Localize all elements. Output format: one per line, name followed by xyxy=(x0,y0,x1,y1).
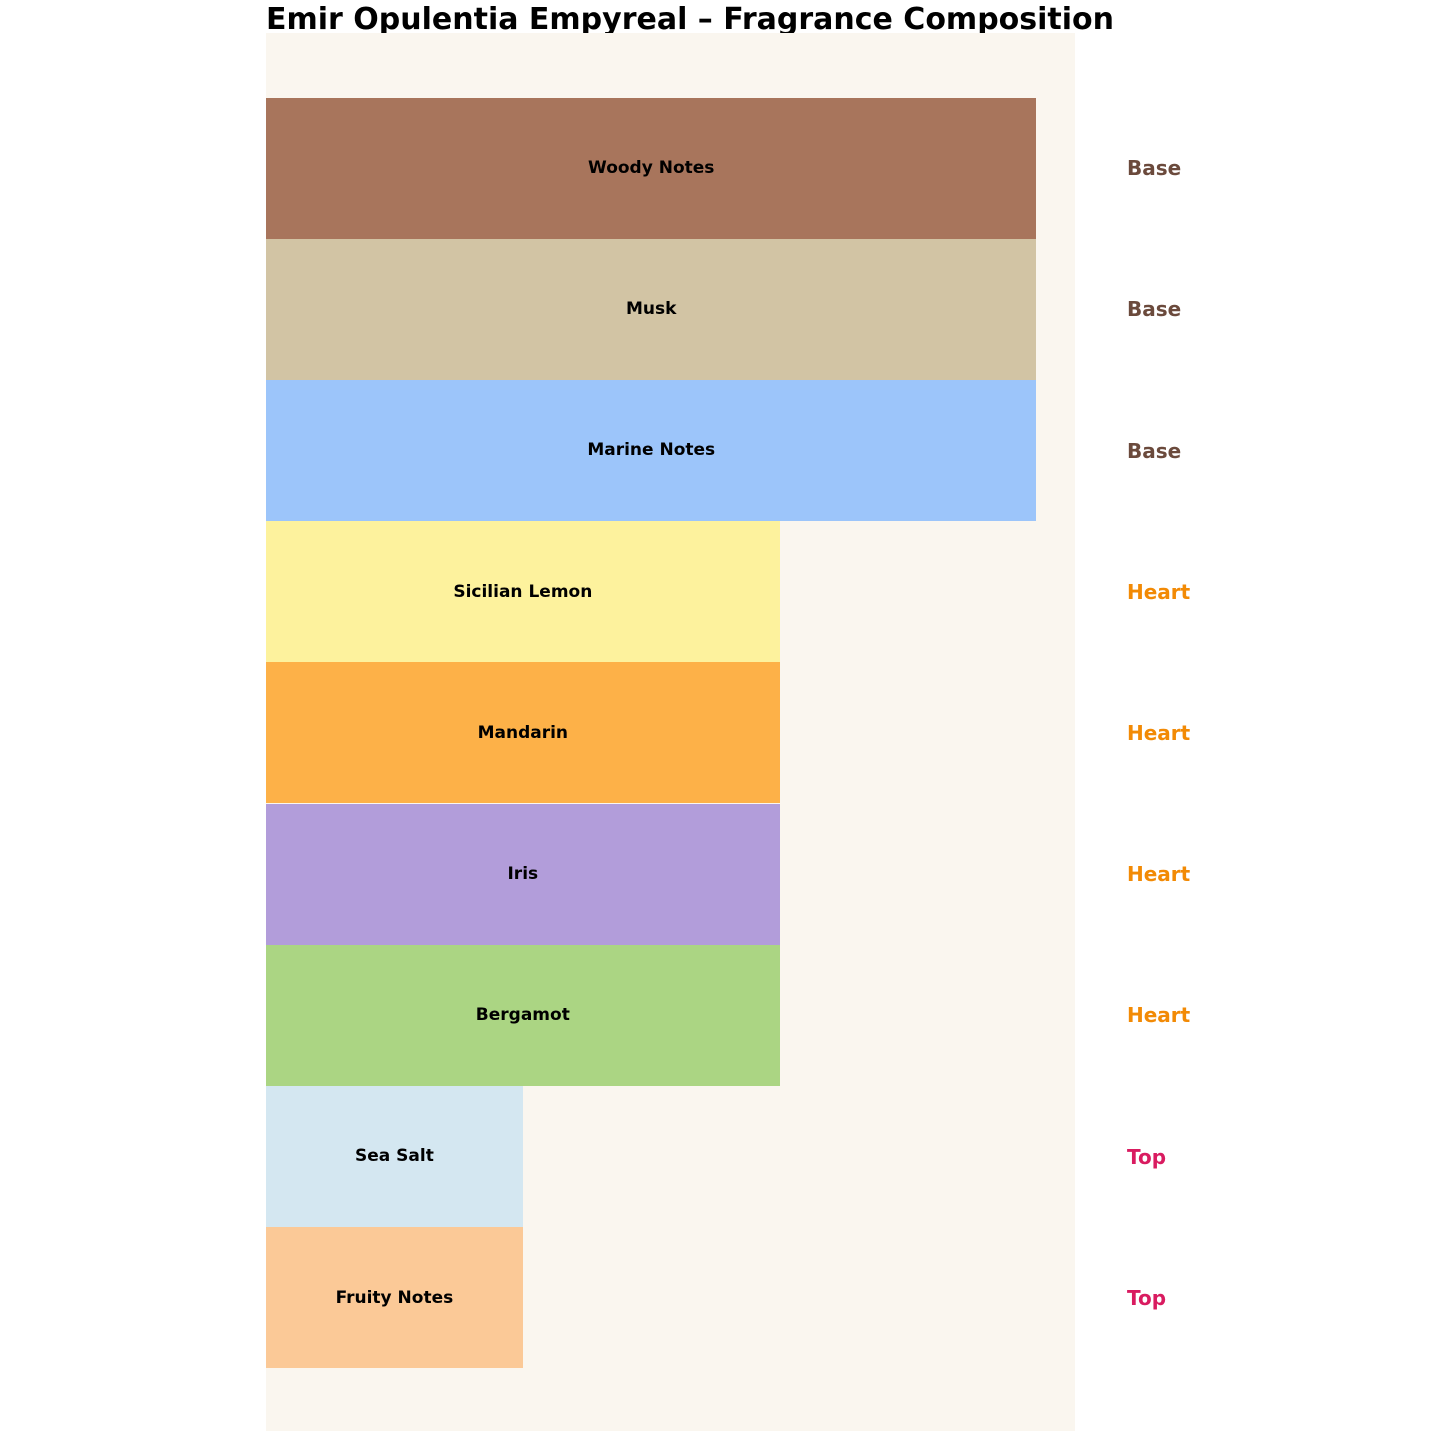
bar-row: Bergamot xyxy=(266,944,780,1086)
bar-row: Sicilian Lemon xyxy=(266,521,780,663)
bar-row: Musk xyxy=(266,238,1037,380)
bar-marine-notes: Marine Notes xyxy=(266,379,1037,522)
bar-label: Musk xyxy=(626,299,677,320)
group-label-base: Base xyxy=(1127,438,1182,463)
bar-label: Bergamot xyxy=(475,1005,570,1026)
group-label-top: Top xyxy=(1127,1285,1167,1310)
group-label-heart: Heart xyxy=(1127,1003,1191,1028)
bar-row: Sea Salt xyxy=(266,1085,523,1228)
group-label-heart: Heart xyxy=(1127,579,1191,604)
bar-row: Mandarin xyxy=(266,662,780,804)
group-label-heart: Heart xyxy=(1127,862,1191,887)
bar-label: Fruity Notes xyxy=(335,1287,454,1308)
bar-musk: Musk xyxy=(266,238,1037,380)
group-label-base: Base xyxy=(1127,297,1182,322)
bar-fruity-notes: Fruity Notes xyxy=(266,1227,523,1369)
bar-row: Iris xyxy=(266,803,780,945)
bar-label: Mandarin xyxy=(477,722,569,743)
bar-label: Sicilian Lemon xyxy=(453,581,593,602)
bar-label: Woody Notes xyxy=(588,158,715,179)
bar-woody-notes: Woody Notes xyxy=(266,97,1037,239)
group-label-base: Base xyxy=(1127,156,1182,181)
bar-row: Fruity Notes xyxy=(266,1227,523,1369)
group-label-top: Top xyxy=(1127,1144,1167,1169)
bar-sicilian-lemon: Sicilian Lemon xyxy=(266,521,780,663)
plot-area: Woody Notes Musk Marine Notes Sicilian Lemo… xyxy=(266,33,1075,1431)
bar-iris: Iris xyxy=(266,803,780,945)
bar-bergamot: Bergamot xyxy=(266,944,780,1086)
bar-sea-salt: Sea Salt xyxy=(266,1085,523,1228)
bar-row: Woody Notes xyxy=(266,97,1037,239)
bar-row: Marine Notes xyxy=(266,379,1037,522)
bar-label: Iris xyxy=(507,864,539,885)
group-label-heart: Heart xyxy=(1127,720,1191,745)
bar-mandarin: Mandarin xyxy=(266,662,780,804)
chart-title: Emir Opulentia Empyreal – Fragrance Comp… xyxy=(266,2,1115,37)
bar-label: Marine Notes xyxy=(587,440,716,461)
bar-label: Sea Salt xyxy=(354,1146,434,1167)
